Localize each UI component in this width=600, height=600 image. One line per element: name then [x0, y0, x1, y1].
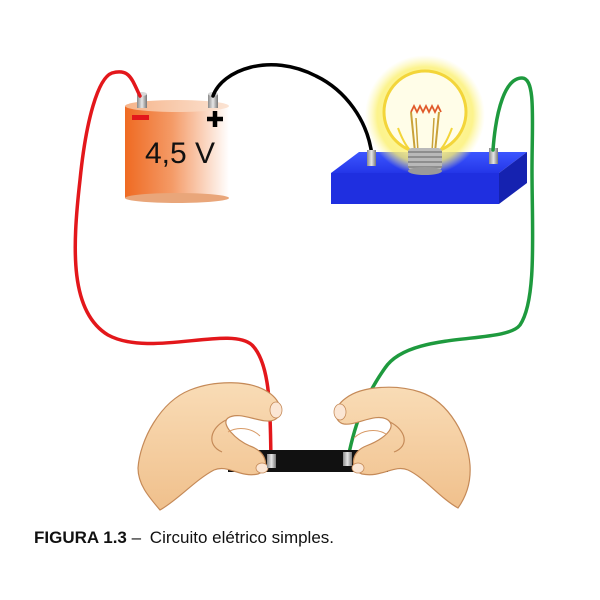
right-hand — [333, 386, 471, 509]
battery-negative-terminal — [137, 94, 147, 108]
figure-caption: FIGURA 1.3 – Circuito elétrico simples. — [34, 528, 334, 548]
negative-wire — [73, 70, 273, 462]
filament — [410, 103, 442, 115]
bulb-socket — [408, 148, 442, 175]
battery-voltage-label: 4,5 V — [145, 137, 215, 170]
left-probe-tip — [267, 454, 276, 468]
bulb-terminal-left — [367, 150, 376, 166]
right-probe-tip — [343, 452, 352, 466]
figure-label: FIGURA 1.3 — [34, 528, 127, 547]
caption-text: Circuito elétrico simples. — [149, 528, 335, 547]
battery: 4,5 V — [125, 92, 229, 203]
caption-separator: – — [126, 528, 146, 547]
left-hand — [137, 382, 283, 511]
plus-sign-icon — [207, 111, 223, 127]
left-thumbnail — [269, 401, 283, 419]
positive-wire — [211, 62, 374, 158]
right-thumbnail — [333, 403, 347, 421]
light-bulb — [365, 55, 485, 175]
bulb-terminal-right — [489, 148, 498, 164]
minus-sign-icon — [132, 115, 149, 120]
return-wire — [346, 76, 535, 460]
battery-positive-terminal — [208, 94, 218, 108]
